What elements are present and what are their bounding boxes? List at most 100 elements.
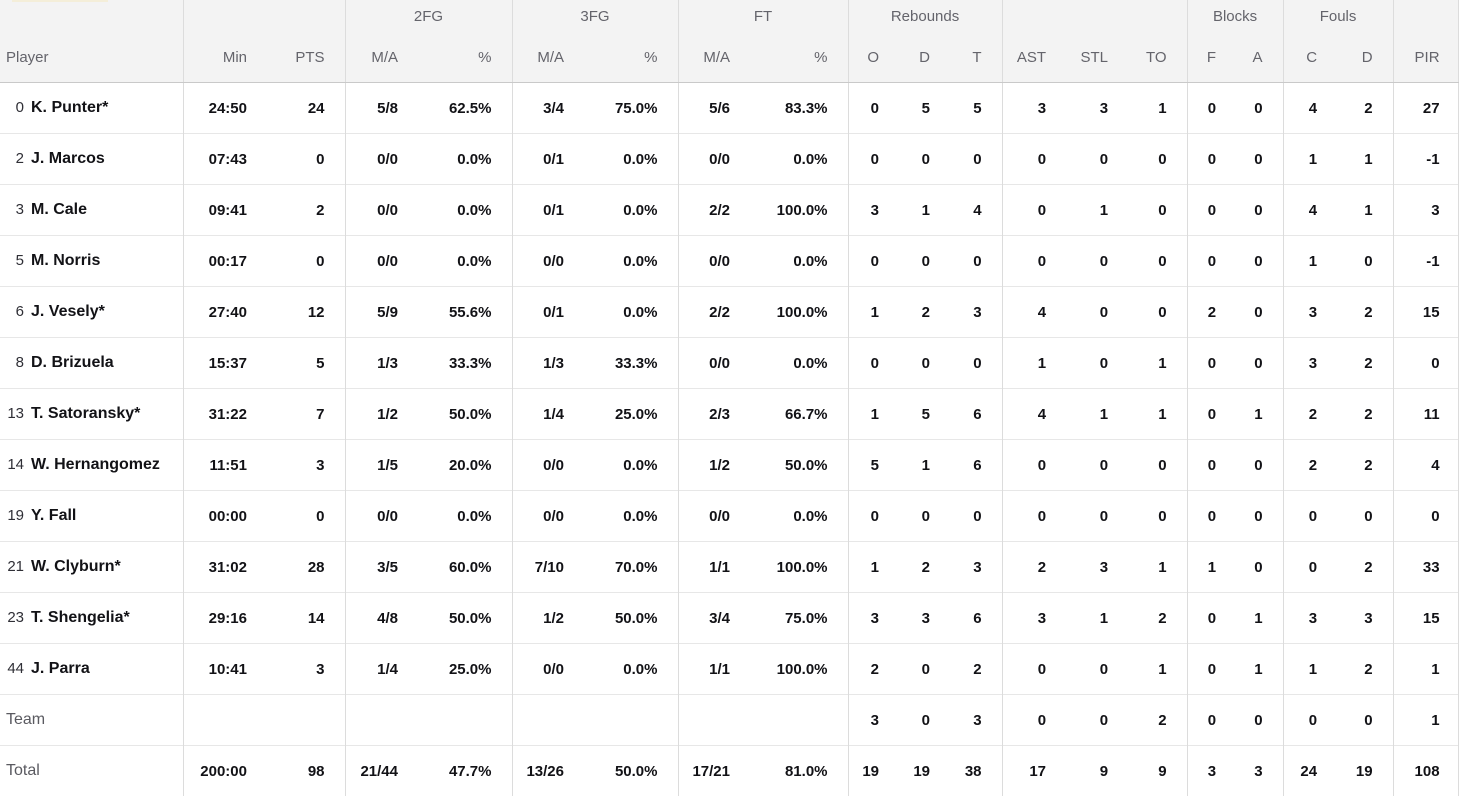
group-spacer-player bbox=[0, 0, 183, 33]
cell-reb-d: 2 bbox=[899, 287, 950, 338]
cell-ft-ma: 0/0 bbox=[678, 134, 750, 185]
cell-3fg-ma: 1/4 bbox=[512, 389, 584, 440]
cell-ast: 3 bbox=[1002, 593, 1066, 644]
player-name: K. Punter* bbox=[31, 99, 108, 116]
cell-2fg-pct: 47.7% bbox=[418, 746, 512, 796]
player-number: 2 bbox=[6, 150, 24, 167]
cell-stl: 0 bbox=[1066, 440, 1128, 491]
cell-ast: 2 bbox=[1002, 542, 1066, 593]
cell-blk-f: 0 bbox=[1187, 389, 1236, 440]
cell-reb-t: 6 bbox=[950, 593, 1002, 644]
cell-reb-d: 19 bbox=[899, 746, 950, 796]
cell-3fg-pct: 0.0% bbox=[584, 185, 678, 236]
cell-reb-o: 1 bbox=[848, 542, 899, 593]
player-number: 3 bbox=[6, 201, 24, 218]
cell-3fg-pct: 75.0% bbox=[584, 83, 678, 134]
cell-reb-o: 5 bbox=[848, 440, 899, 491]
cell-foul-c: 0 bbox=[1283, 695, 1337, 746]
cell-3fg-pct: 25.0% bbox=[584, 389, 678, 440]
cell-stl: 0 bbox=[1066, 338, 1128, 389]
cell-pts: 0 bbox=[267, 134, 345, 185]
cell-min: 27:40 bbox=[183, 287, 267, 338]
player-name: M. Cale bbox=[31, 201, 87, 218]
cell-ast: 0 bbox=[1002, 695, 1066, 746]
col-header-pir: PIR bbox=[1393, 33, 1458, 83]
cell-reb-t: 3 bbox=[950, 287, 1002, 338]
cell-3fg-ma: 0/1 bbox=[512, 185, 584, 236]
cell-ast: 0 bbox=[1002, 440, 1066, 491]
col-header-2fg-ma: M/A bbox=[345, 33, 418, 83]
cell-min: 11:51 bbox=[183, 440, 267, 491]
player-name: T. Shengelia* bbox=[31, 609, 130, 626]
tab-accent-strip bbox=[12, 0, 108, 2]
cell-reb-d: 1 bbox=[899, 185, 950, 236]
cell-blk-a: 3 bbox=[1236, 746, 1283, 796]
cell-ast: 4 bbox=[1002, 389, 1066, 440]
cell-pir: 15 bbox=[1393, 287, 1458, 338]
group-blocks: Blocks bbox=[1187, 0, 1283, 33]
cell-ft-ma: 5/6 bbox=[678, 83, 750, 134]
cell-ft-pct: 81.0% bbox=[750, 746, 848, 796]
cell-pts: 7 bbox=[267, 389, 345, 440]
cell-blk-a: 0 bbox=[1236, 83, 1283, 134]
cell-reb-d: 0 bbox=[899, 236, 950, 287]
cell-2fg-pct: 55.6% bbox=[418, 287, 512, 338]
cell-ft-ma: 3/4 bbox=[678, 593, 750, 644]
cell-blk-a: 0 bbox=[1236, 440, 1283, 491]
group-fouls: Fouls bbox=[1283, 0, 1393, 33]
cell-pir: 0 bbox=[1393, 491, 1458, 542]
cell-foul-d: 1 bbox=[1337, 134, 1393, 185]
cell-stl: 0 bbox=[1066, 287, 1128, 338]
cell-2fg-pct: 0.0% bbox=[418, 185, 512, 236]
cell-reb-t: 3 bbox=[950, 695, 1002, 746]
cell-2fg-pct bbox=[418, 695, 512, 746]
cell-foul-d: 0 bbox=[1337, 695, 1393, 746]
cell-reb-o: 3 bbox=[848, 185, 899, 236]
cell-blk-a: 0 bbox=[1236, 695, 1283, 746]
cell-foul-d: 2 bbox=[1337, 338, 1393, 389]
player-name: W. Hernangomez bbox=[31, 456, 160, 473]
cell-reb-t: 6 bbox=[950, 440, 1002, 491]
cell-pir: 0 bbox=[1393, 338, 1458, 389]
cell-3fg-ma: 13/26 bbox=[512, 746, 584, 796]
cell-min: 15:37 bbox=[183, 338, 267, 389]
cell-stl: 0 bbox=[1066, 644, 1128, 695]
cell-3fg-pct: 50.0% bbox=[584, 746, 678, 796]
cell-ft-ma: 2/2 bbox=[678, 185, 750, 236]
cell-ast: 3 bbox=[1002, 83, 1066, 134]
cell-blk-a: 0 bbox=[1236, 236, 1283, 287]
cell-player: 3 M. Cale bbox=[0, 185, 183, 236]
cell-ft-pct: 0.0% bbox=[750, 491, 848, 542]
cell-reb-d: 5 bbox=[899, 83, 950, 134]
cell-ast: 4 bbox=[1002, 287, 1066, 338]
cell-blk-f: 0 bbox=[1187, 338, 1236, 389]
cell-stl: 0 bbox=[1066, 134, 1128, 185]
cell-3fg-pct: 0.0% bbox=[584, 644, 678, 695]
player-name: J. Parra bbox=[31, 660, 90, 677]
cell-3fg-ma bbox=[512, 695, 584, 746]
cell-ft-pct: 66.7% bbox=[750, 389, 848, 440]
cell-reb-o: 0 bbox=[848, 338, 899, 389]
cell-stl: 1 bbox=[1066, 389, 1128, 440]
cell-min: 09:41 bbox=[183, 185, 267, 236]
cell-3fg-pct: 0.0% bbox=[584, 440, 678, 491]
cell-3fg-ma: 0/1 bbox=[512, 134, 584, 185]
cell-reb-d: 0 bbox=[899, 134, 950, 185]
